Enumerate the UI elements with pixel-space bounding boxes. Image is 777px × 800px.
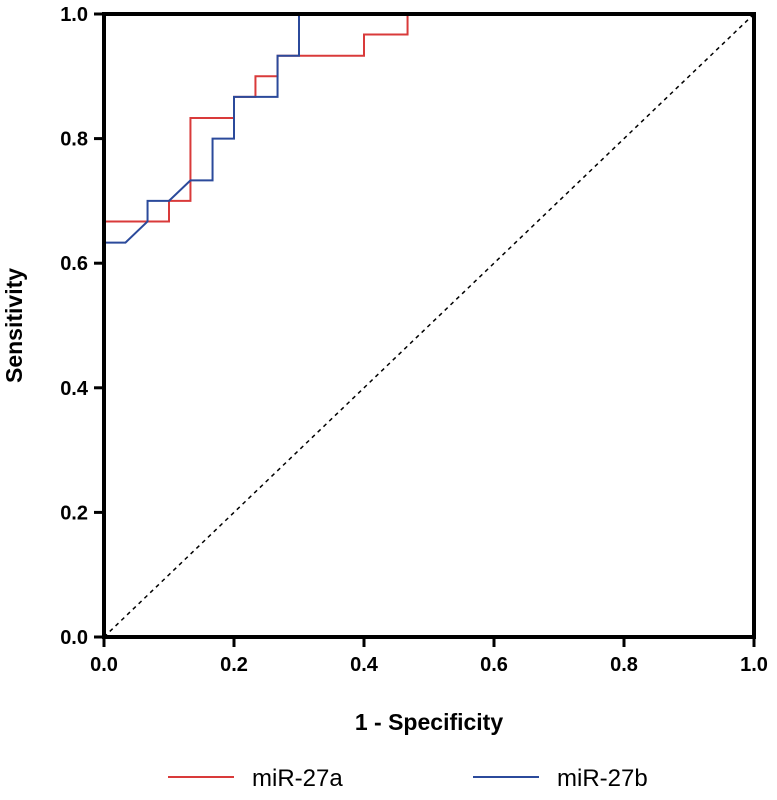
x-tick-label: 0.0 [90,654,118,676]
legend: miR-27a miR-27b [168,765,648,792]
plot-frame [102,12,756,639]
x-tick-label: 0.4 [350,654,379,676]
series-layer [103,13,754,637]
plot-area [102,12,756,639]
y-axis-ticks: 0.0 0.2 0.4 0.6 0.8 1.0 [60,4,104,649]
y-tick-label: 1.0 [60,4,88,26]
y-tick-label: 0.8 [60,129,88,151]
legend-label-mir-27a: miR-27a [252,765,343,792]
y-axis-title: Sensitivity [1,268,27,383]
x-tick-label: 0.6 [480,654,508,676]
x-axis-title: 1 - Specificity [355,709,503,735]
x-axis-ticks: 0.0 0.2 0.4 0.6 0.8 1.0 [90,637,768,676]
series-line-mir-27a [103,13,754,637]
x-tick-label: 1.0 [740,654,768,676]
x-tick-label: 0.8 [610,654,638,676]
y-tick-label: 0.4 [60,378,89,400]
legend-label-mir-27b: miR-27b [557,765,648,792]
y-tick-label: 0.6 [60,253,88,275]
x-tick-label: 0.2 [220,654,248,676]
reference-diagonal-line [103,13,755,638]
y-tick-label: 0.0 [60,627,88,649]
series-line-mir-27b [103,13,754,637]
y-tick-label: 0.2 [60,502,88,524]
